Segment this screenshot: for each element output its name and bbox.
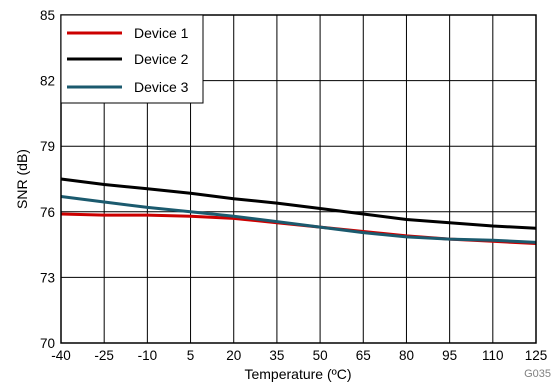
x-axis-label: Temperature (ºC) — [244, 366, 351, 382]
x-tick-label: 95 — [442, 348, 457, 363]
x-tick-label: 110 — [482, 348, 504, 363]
y-tick-label: 73 — [40, 270, 55, 285]
y-tick-label: 85 — [40, 8, 55, 23]
legend-label-device-1: Device 1 — [134, 25, 189, 41]
y-tick-label: 70 — [40, 336, 55, 351]
figure-code: G035 — [524, 368, 551, 380]
y-axis-label: SNR (dB) — [14, 149, 30, 209]
y-tick-label: 76 — [40, 205, 55, 220]
x-tick-label: 65 — [356, 348, 371, 363]
y-tick-labels: 70 73 76 79 82 85 — [40, 8, 55, 351]
series-lines — [60, 177, 537, 245]
x-tick-label: 35 — [269, 348, 284, 363]
legend-label-device-3: Device 3 — [134, 79, 189, 95]
legend: Device 1 Device 2 Device 3 — [60, 14, 204, 104]
x-tick-label: 50 — [313, 348, 328, 363]
x-tick-label: -40 — [51, 348, 71, 363]
x-tick-label: 80 — [399, 348, 414, 363]
x-tick-label: -25 — [94, 348, 114, 363]
x-tick-label: 125 — [525, 348, 548, 363]
legend-label-device-2: Device 2 — [134, 51, 189, 67]
series-line-device-3 — [60, 195, 537, 244]
plot-frame — [60, 14, 537, 344]
x-tick-label: -10 — [138, 348, 158, 363]
x-tick-label: 20 — [226, 348, 241, 363]
series-line-device-2 — [60, 177, 537, 230]
x-tick-labels: -40 -25 -10 5 20 35 50 65 80 95 110 125 — [51, 348, 547, 363]
y-tick-label: 79 — [40, 139, 55, 154]
y-tick-label: 82 — [40, 74, 55, 89]
x-tick-label: 5 — [187, 348, 195, 363]
